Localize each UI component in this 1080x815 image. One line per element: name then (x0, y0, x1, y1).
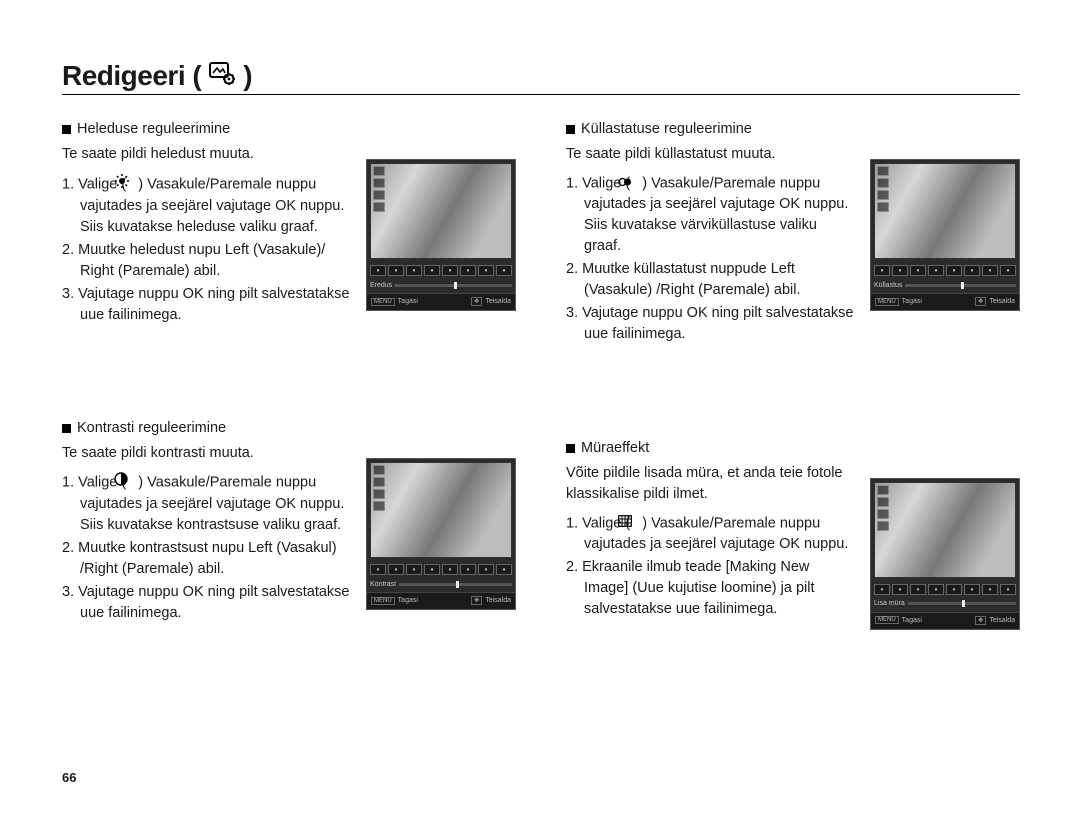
page-title-close: ) (243, 60, 252, 92)
lcd-side-icons (877, 166, 889, 212)
menu-button-icon: MENU (371, 298, 395, 306)
lcd-image-area (874, 482, 1016, 578)
lcd-slider: Eredus (370, 279, 512, 291)
lcd-image-area (874, 163, 1016, 259)
intro-text: Te saate pildi küllastatust muuta. (566, 144, 856, 165)
step-1: 1. Valige ( ) Vasakule/Paremale nuppu va… (566, 173, 856, 257)
dpad-icon: ✥ (975, 297, 986, 306)
lcd-thumb-contrast: Kontrast MENUTagasi ✥Teisalda (366, 458, 516, 610)
section-saturation: Küllastatuse reguleerimine Te saate pild… (566, 119, 1020, 348)
lcd-thumb-noise: Lisa müra MENUTagasi ✥Teisalda (870, 478, 1020, 630)
dpad-icon: ✥ (471, 596, 482, 605)
lcd-slider: Lisa müra (874, 598, 1016, 610)
bullet-square-icon (566, 444, 575, 453)
page-title-row: Redigeeri ( ) (62, 60, 1020, 95)
section-saturation-text: Küllastatuse reguleerimine Te saate pild… (566, 119, 856, 348)
lcd-toolbar (871, 581, 1019, 596)
lcd-toolbar (871, 262, 1019, 277)
slider-track (908, 602, 1016, 605)
step-2: 2. Ekraanile ilmub teade [Making New Ima… (566, 557, 856, 620)
lcd-side-icons (877, 485, 889, 531)
menu-button-icon: MENU (875, 298, 899, 306)
slider-track (905, 284, 1016, 287)
lcd-side-icons (373, 166, 385, 212)
menu-button-icon: MENU (371, 597, 395, 605)
intro-text: Võite pildile lisada müra, et anda teie … (566, 463, 856, 505)
steps-list: 1. Valige ( ) Vasakule/Paremale nuppu va… (62, 472, 352, 623)
slider-label: Eredus (370, 282, 392, 289)
page-title: Redigeeri ( (62, 60, 201, 92)
step-2: 2. Muutke heledust nupu Left (Vasakule)/… (62, 240, 352, 282)
step-3: 3. Vajutage nuppu OK ning pilt salvestat… (62, 284, 352, 326)
footer-back: MENUTagasi (875, 297, 922, 306)
steps-list: 1. Valige ( ) Vasakule/Paremale nuppu va… (62, 173, 352, 326)
dpad-icon: ✥ (471, 297, 482, 306)
slider-label: Kontrast (370, 581, 396, 588)
bullet-square-icon (62, 125, 71, 134)
lcd-thumb-saturation: Küllastus MENUTagasi ✥Teisalda (870, 159, 1020, 311)
steps-list: 1. Valige ( ) Vasakule/Paremale nuppu va… (566, 513, 856, 620)
lcd-footer: MENUTagasi ✥Teisalda (367, 592, 515, 609)
footer-move: ✥Teisalda (975, 616, 1015, 625)
steps-list: 1. Valige ( ) Vasakule/Paremale nuppu va… (566, 173, 856, 345)
lcd-image-area (370, 462, 512, 558)
lcd-footer: MENUTagasi ✥Teisalda (871, 612, 1019, 629)
step-1: 1. Valige ( ) Vasakule/Paremale nuppu va… (566, 513, 856, 555)
lcd-toolbar (367, 262, 515, 277)
heading-label: Heleduse reguleerimine (77, 119, 230, 140)
bullet-square-icon (62, 424, 71, 433)
step-2: 2. Muutke küllastatust nuppude Left (Vas… (566, 259, 856, 301)
heading-label: Müraeffekt (581, 438, 649, 459)
lcd-slider: Kontrast (370, 578, 512, 590)
lcd-side-icons (373, 465, 385, 511)
menu-button-icon: MENU (875, 616, 899, 624)
section-noise: Müraeffekt Võite pildile lisada müra, et… (566, 438, 1020, 630)
step-1: 1. Valige ( ) Vasakule/Paremale nuppu va… (62, 173, 352, 238)
page-number: 66 (62, 770, 76, 785)
lcd-footer: MENUTagasi ✥Teisalda (367, 293, 515, 310)
heading-label: Kontrasti reguleerimine (77, 418, 226, 439)
intro-text: Te saate pildi heledust muuta. (62, 144, 352, 165)
slider-track (399, 583, 512, 586)
edit-gear-icon (209, 61, 235, 85)
step-1: 1. Valige ( ) Vasakule/Paremale nuppu va… (62, 472, 352, 535)
step-2: 2. Muutke kontrastsust nupu Left (Vasaku… (62, 538, 352, 580)
footer-back: MENUTagasi (875, 616, 922, 625)
lcd-image-area (370, 163, 512, 259)
heading-brightness: Heleduse reguleerimine (62, 119, 352, 140)
left-column: Heleduse reguleerimine Te saate pildi he… (62, 119, 516, 630)
heading-saturation: Küllastatuse reguleerimine (566, 119, 856, 140)
footer-back: MENUTagasi (371, 297, 418, 306)
heading-contrast: Kontrasti reguleerimine (62, 418, 352, 439)
lcd-slider: Küllastus (874, 279, 1016, 291)
heading-noise: Müraeffekt (566, 438, 856, 459)
section-contrast-text: Kontrasti reguleerimine Te saate pildi k… (62, 418, 352, 625)
lcd-toolbar (367, 561, 515, 576)
slider-label: Küllastus (874, 282, 902, 289)
footer-move: ✥Teisalda (471, 297, 511, 306)
slider-track (395, 284, 512, 287)
dpad-icon: ✥ (975, 616, 986, 625)
section-brightness: Heleduse reguleerimine Te saate pildi he… (62, 119, 516, 328)
bullet-square-icon (566, 125, 575, 134)
footer-move: ✥Teisalda (471, 596, 511, 605)
section-contrast: Kontrasti reguleerimine Te saate pildi k… (62, 418, 516, 625)
section-brightness-text: Heleduse reguleerimine Te saate pildi he… (62, 119, 352, 328)
lcd-footer: MENUTagasi ✥Teisalda (871, 293, 1019, 310)
heading-label: Küllastatuse reguleerimine (581, 119, 752, 140)
right-column: Küllastatuse reguleerimine Te saate pild… (566, 119, 1020, 630)
lcd-thumb-brightness: Eredus MENUTagasi ✥Teisalda (366, 159, 516, 311)
step-3: 3. Vajutage nuppu OK ning pilt salvestat… (62, 582, 352, 624)
step-3: 3. Vajutage nuppu OK ning pilt salvestat… (566, 303, 856, 345)
intro-text: Te saate pildi kontrasti muuta. (62, 443, 352, 464)
section-noise-text: Müraeffekt Võite pildile lisada müra, et… (566, 438, 856, 622)
footer-back: MENUTagasi (371, 596, 418, 605)
slider-label: Lisa müra (874, 600, 905, 607)
footer-move: ✥Teisalda (975, 297, 1015, 306)
content-columns: Heleduse reguleerimine Te saate pildi he… (62, 119, 1020, 630)
